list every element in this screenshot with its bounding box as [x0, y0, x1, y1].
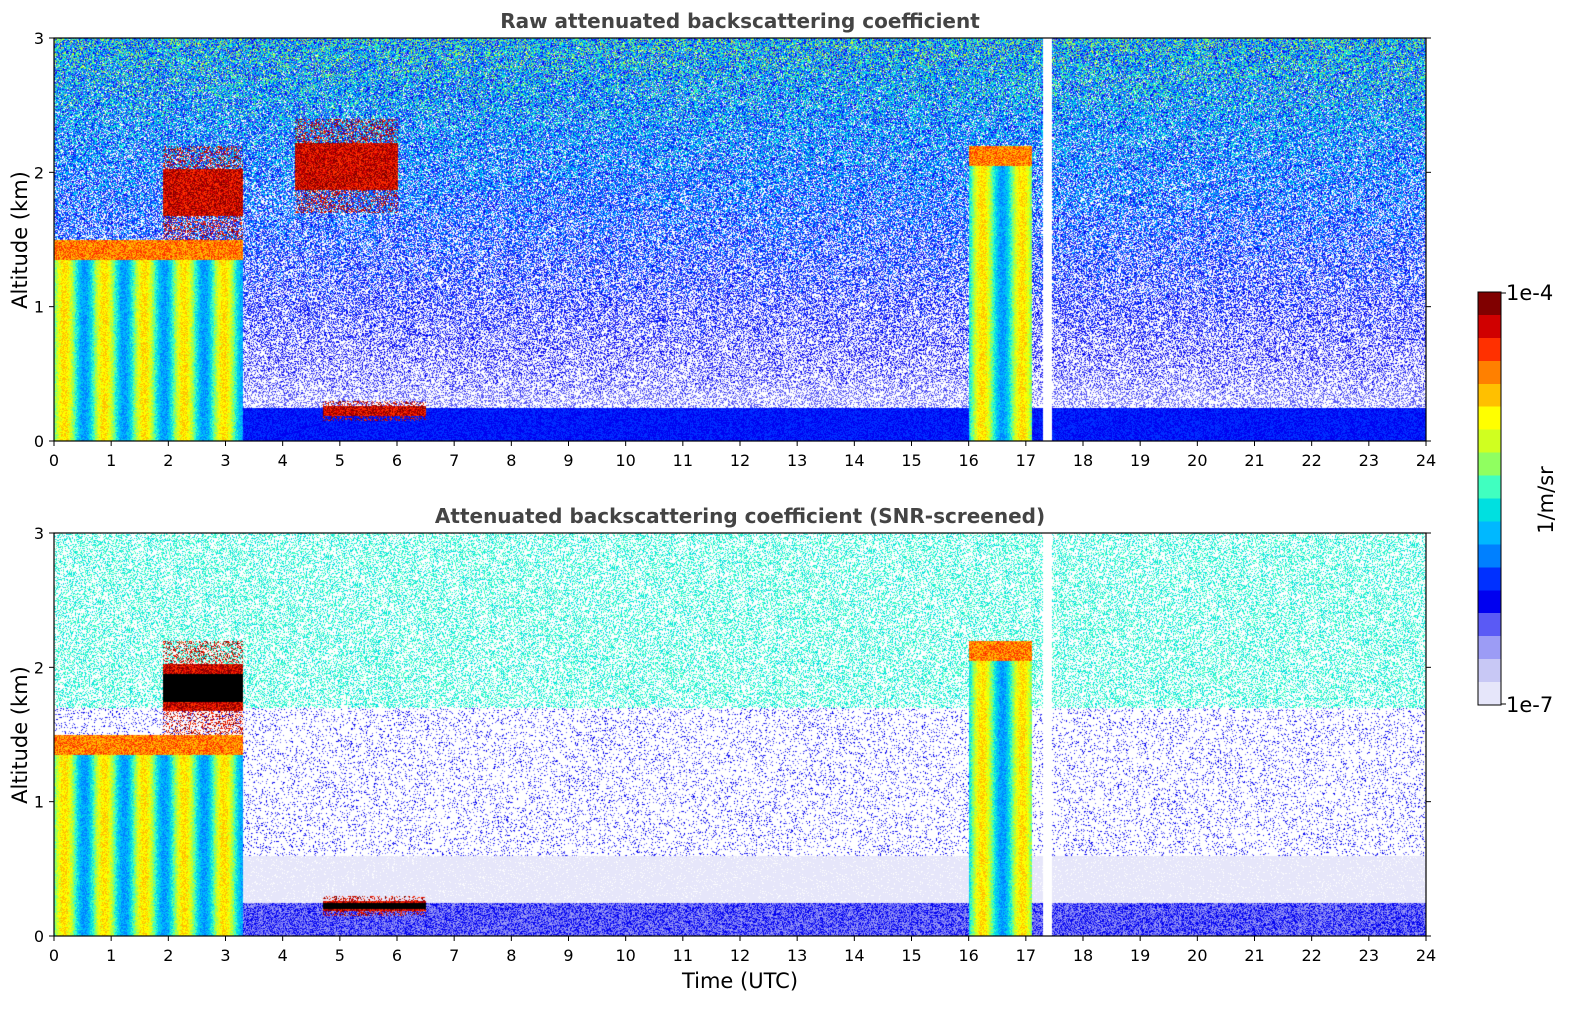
y-tick-label: 2	[34, 163, 44, 182]
x-tick-label: 8	[506, 946, 516, 965]
x-tick-label: 1	[106, 946, 116, 965]
x-tick-label: 14	[844, 451, 864, 470]
colorbar-bar	[1477, 291, 1502, 706]
y-ticks: 0 1 2 3	[34, 524, 1431, 946]
x-tick-label: 16	[958, 451, 978, 470]
y-tick-label: 3	[34, 524, 44, 543]
x-tick-label: 5	[335, 946, 345, 965]
panel-title: Attenuated backscattering coefficient (S…	[435, 504, 1045, 528]
x-tick-label: 24	[1416, 946, 1436, 965]
x-tick-label: 13	[787, 451, 807, 470]
x-tick-label: 7	[449, 451, 459, 470]
x-tick-label: 17	[1016, 451, 1036, 470]
x-tick-label: 10	[615, 946, 635, 965]
x-tick-label: 22	[1301, 946, 1321, 965]
colorbar-max-label: 1e-4	[1506, 281, 1553, 305]
panel-title: Raw attenuated backscattering coefficien…	[500, 9, 980, 33]
x-tick-label: 20	[1187, 451, 1207, 470]
x-tick-label: 12	[730, 946, 750, 965]
x-tick-label: 24	[1416, 451, 1436, 470]
x-tick-label: 2	[163, 451, 173, 470]
panel-raw: Raw attenuated backscattering coefficien…	[8, 9, 1436, 470]
heatmap-snr	[54, 533, 1426, 936]
x-tick-label: 0	[49, 451, 59, 470]
x-tick-label: 4	[278, 946, 288, 965]
x-tick-label: 16	[958, 946, 978, 965]
x-tick-label: 22	[1301, 451, 1321, 470]
x-tick-label: 5	[335, 451, 345, 470]
x-tick-label: 0	[49, 946, 59, 965]
x-tick-label: 23	[1359, 946, 1379, 965]
x-tick-label: 9	[563, 946, 573, 965]
x-tick-label: 9	[563, 451, 573, 470]
y-axis-label: Altitude (km)	[8, 171, 32, 309]
x-ticks: 0 1 2 3 4 5 6 7 8 9 10 11 12 13 14 15 16 17 18 19 20 21 22 23 24	[49, 441, 1436, 470]
x-tick-label: 8	[506, 451, 516, 470]
colorbar-min-label: 1e-7	[1506, 693, 1553, 717]
x-axis-label: Time (UTC)	[681, 969, 798, 993]
x-tick-label: 17	[1016, 946, 1036, 965]
y-tick-label: 1	[34, 793, 44, 812]
y-tick-label: 0	[34, 927, 44, 946]
x-tick-label: 11	[673, 451, 693, 470]
x-tick-label: 7	[449, 946, 459, 965]
x-tick-label: 14	[844, 946, 864, 965]
x-tick-label: 3	[220, 451, 230, 470]
panel-snr: Attenuated backscattering coefficient (S…	[8, 504, 1436, 993]
x-tick-label: 15	[901, 451, 921, 470]
y-ticks: 0 1 2 3	[34, 29, 1431, 451]
x-tick-label: 13	[787, 946, 807, 965]
x-tick-label: 10	[615, 451, 635, 470]
y-tick-label: 0	[34, 432, 44, 451]
x-tick-label: 19	[1130, 451, 1150, 470]
x-tick-label: 19	[1130, 946, 1150, 965]
colorbar: 1e-4 1e-7 1/m/sr	[1477, 281, 1558, 717]
x-tick-label: 12	[730, 451, 750, 470]
y-tick-label: 3	[34, 29, 44, 48]
x-tick-label: 11	[673, 946, 693, 965]
x-tick-label: 6	[392, 451, 402, 470]
x-tick-label: 23	[1359, 451, 1379, 470]
x-ticks: 0 1 2 3 4 5 6 7 8 9 10 11 12 13 14 15 16 17 18 19 20 21 22 23 24	[49, 936, 1436, 965]
x-tick-label: 1	[106, 451, 116, 470]
x-tick-label: 20	[1187, 946, 1207, 965]
x-tick-label: 2	[163, 946, 173, 965]
x-tick-label: 4	[278, 451, 288, 470]
y-axis-label: Altitude (km)	[8, 666, 32, 804]
x-tick-label: 3	[220, 946, 230, 965]
x-tick-label: 18	[1073, 946, 1093, 965]
x-tick-label: 21	[1244, 451, 1264, 470]
heatmap-raw	[54, 38, 1426, 441]
colorbar-unit-label: 1/m/sr	[1534, 466, 1558, 534]
x-tick-label: 18	[1073, 451, 1093, 470]
x-tick-label: 6	[392, 946, 402, 965]
x-tick-label: 15	[901, 946, 921, 965]
y-tick-label: 2	[34, 658, 44, 677]
y-tick-label: 1	[34, 298, 44, 317]
x-tick-label: 21	[1244, 946, 1264, 965]
